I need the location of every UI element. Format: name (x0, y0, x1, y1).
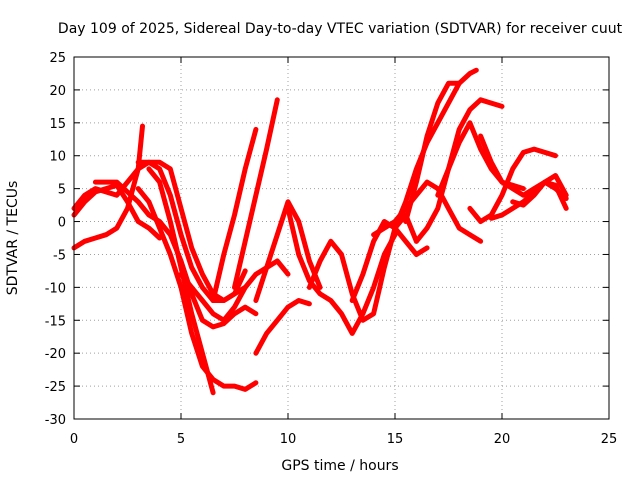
x-tick-label: 5 (177, 432, 185, 447)
series-track-1 (71, 159, 248, 303)
series-group (71, 67, 569, 396)
series-track-21 (467, 146, 558, 224)
series-track-16 (371, 179, 484, 244)
series-track-19 (413, 97, 505, 244)
y-tick-label: -15 (45, 314, 66, 329)
series-track-2 (71, 123, 145, 251)
series-track-10 (232, 97, 280, 290)
y-tick-label: 10 (49, 150, 66, 165)
y-axis-ticks: -30 -25 -20 -15 -10 -5 0 5 10 15 20 25 (45, 51, 609, 428)
series-track-13 (285, 205, 398, 336)
series-track-9 (210, 126, 259, 303)
y-tick-label: -5 (53, 248, 66, 263)
y-axis-label: SDTVAR / TECUs (5, 181, 21, 296)
y-tick-label: -25 (45, 380, 66, 395)
x-tick-label: 15 (387, 432, 404, 447)
x-axis-ticks: 0 5 10 15 20 25 (70, 57, 617, 447)
y-tick-label: 5 (58, 183, 66, 198)
series-track-24 (510, 179, 569, 211)
y-tick-label: 15 (49, 117, 66, 132)
series-track-11 (253, 298, 312, 356)
x-axis-label: GPS time / hours (281, 458, 398, 474)
y-tick-label: -30 (45, 413, 66, 428)
x-tick-label: 20 (494, 432, 511, 447)
series-track-4 (135, 159, 248, 303)
series-track-12 (253, 199, 323, 303)
series-track-18 (392, 67, 479, 231)
series-track-17 (403, 80, 462, 224)
x-tick-label: 25 (601, 432, 618, 447)
plot-frame (73, 56, 610, 420)
series-track-15 (349, 219, 430, 303)
x-tick-label: 0 (70, 432, 78, 447)
series-track-8 (178, 258, 291, 323)
grid (74, 57, 609, 419)
chart-title: Day 109 of 2025, Sidereal Day-to-day VTE… (58, 21, 623, 37)
series-track-6 (135, 186, 259, 392)
y-tick-label: 25 (49, 51, 66, 66)
y-tick-label: 0 (58, 216, 66, 231)
y-tick-label: -20 (45, 347, 66, 362)
y-tick-label: -10 (45, 281, 66, 296)
series-track-7 (146, 166, 216, 396)
y-tick-label: 20 (49, 84, 66, 99)
x-tick-label: 10 (280, 432, 297, 447)
